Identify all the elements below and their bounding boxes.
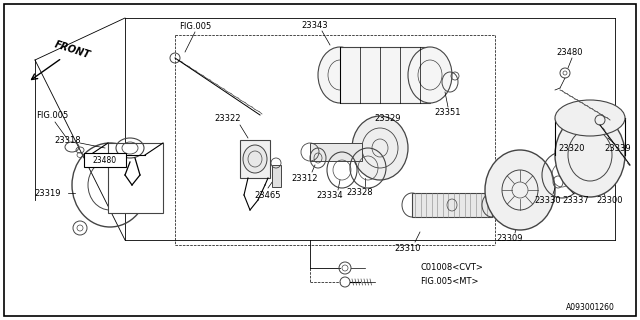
Text: A093001260: A093001260 [566,303,614,313]
Bar [240,140,270,178]
Text: 23320: 23320 [559,143,585,153]
Ellipse shape [485,150,555,230]
Ellipse shape [555,113,625,197]
Text: FIG.005: FIG.005 [179,21,211,30]
Text: FRONT: FRONT [53,39,91,60]
Text: 23328: 23328 [347,188,373,196]
Ellipse shape [243,145,267,173]
Ellipse shape [352,116,408,180]
Text: 23480: 23480 [93,156,117,164]
Text: 23322: 23322 [215,114,241,123]
Text: FIG.005: FIG.005 [36,110,68,119]
Text: 23310: 23310 [395,244,421,252]
Text: 23318: 23318 [54,135,81,145]
Bar [340,47,430,103]
Text: 23339: 23339 [605,143,631,153]
Text: 23334: 23334 [317,190,343,199]
Bar [108,143,163,213]
Text: 23309: 23309 [497,234,524,243]
Bar [310,143,362,161]
Text: C01008<CVT>: C01008<CVT> [420,263,483,273]
Text: 23329: 23329 [375,114,401,123]
Text: FIG.005<MT>: FIG.005<MT> [420,277,479,286]
Text: 23312: 23312 [292,173,318,182]
Text: 23319: 23319 [35,188,61,197]
Text: 23351: 23351 [435,108,461,116]
Ellipse shape [318,47,362,103]
Text: 23465: 23465 [255,190,281,199]
Ellipse shape [408,47,452,103]
Text: 23343: 23343 [301,20,328,29]
Bar [272,165,281,187]
Ellipse shape [555,100,625,136]
Text: 23330: 23330 [534,196,561,204]
Text: 23300: 23300 [596,196,623,204]
Bar [84,153,126,167]
Text: 23480: 23480 [557,47,583,57]
Bar [412,193,492,217]
Text: 23337: 23337 [563,196,589,204]
